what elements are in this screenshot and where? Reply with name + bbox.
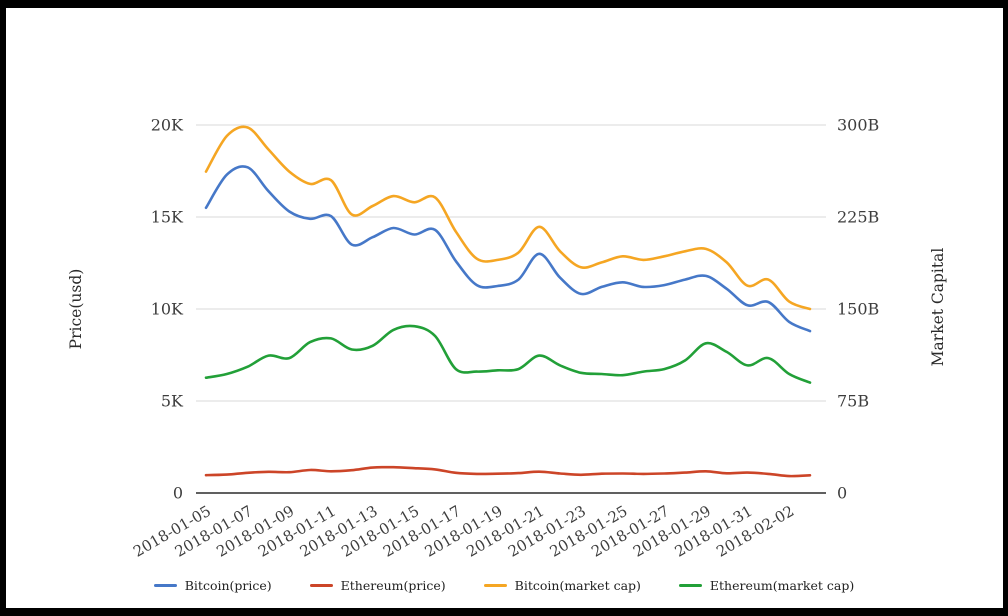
left-tick-label: 15K — [151, 208, 184, 227]
legend-label: Ethereum(price) — [340, 577, 446, 593]
left-tick-label: 0 — [173, 484, 183, 503]
right-axis-title: Market Capital — [929, 248, 947, 367]
x-axis-ticks: 2018-01-052018-01-072018-01-092018-01-11… — [130, 502, 797, 561]
left-axis-ticks: 0 5K 10K 15K 20K — [151, 116, 184, 503]
right-axis-ticks: 0 75B 150B 225B 300B — [837, 116, 879, 503]
legend-item-bitcoin-market-cap[interactable]: Bitcoin(market cap) — [483, 577, 641, 593]
legend-line-swatch — [153, 583, 177, 587]
left-tick-label: 5K — [161, 392, 184, 411]
series-line-ethereum-price — [204, 465, 812, 478]
legend-label: Bitcoin(price) — [184, 577, 272, 593]
right-tick-label: 75B — [837, 392, 869, 411]
right-tick-label: 225B — [837, 208, 879, 227]
legend-line-swatch — [309, 583, 333, 587]
right-tick-label: 300B — [837, 116, 879, 135]
series-line-ethereum-market-cap — [204, 324, 812, 384]
right-tick-label: 0 — [837, 484, 847, 503]
series-line-bitcoin-price — [204, 165, 812, 333]
legend-line-swatch — [483, 583, 507, 587]
left-axis-title: Price(usd) — [67, 269, 85, 350]
legend-item-bitcoin-price[interactable]: Bitcoin(price) — [153, 577, 272, 593]
series-line-bitcoin-market-cap — [204, 125, 812, 311]
legend-item-ethereum-market-cap[interactable]: Ethereum(market cap) — [678, 577, 855, 593]
legend-label: Ethereum(market cap) — [709, 577, 855, 593]
chart-legend: Bitcoin(price) Ethereum(price) Bitcoin(mar… — [0, 574, 1008, 596]
left-tick-label: 20K — [151, 116, 184, 135]
gridlines — [196, 124, 826, 494]
left-tick-label: 10K — [151, 300, 184, 319]
right-tick-label: 150B — [837, 300, 879, 319]
legend-item-ethereum-price[interactable]: Ethereum(price) — [309, 577, 446, 593]
legend-label: Bitcoin(market cap) — [514, 577, 641, 593]
legend-line-swatch — [678, 583, 702, 587]
series-lines — [204, 125, 812, 478]
